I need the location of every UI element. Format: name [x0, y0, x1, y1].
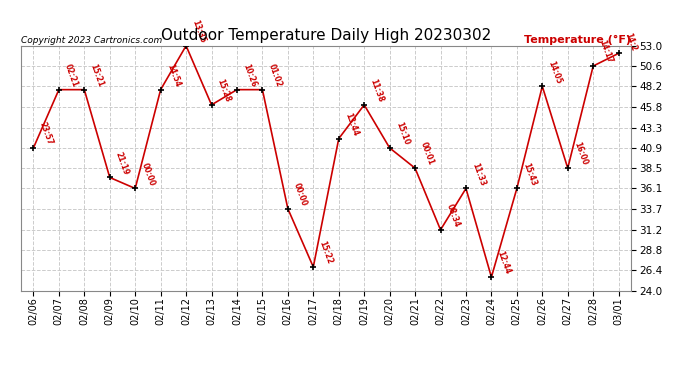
- Text: Temperature (°F): Temperature (°F): [524, 34, 631, 45]
- Text: 10:26: 10:26: [241, 63, 258, 88]
- Title: Outdoor Temperature Daily High 20230302: Outdoor Temperature Daily High 20230302: [161, 28, 491, 43]
- Text: 02:21: 02:21: [63, 63, 80, 88]
- Text: 15:43: 15:43: [521, 161, 538, 187]
- Text: 15:22: 15:22: [317, 240, 334, 266]
- Text: 12:44: 12:44: [495, 250, 512, 276]
- Text: 15:10: 15:10: [394, 121, 411, 147]
- Text: Copyright 2023 Cartronics.com: Copyright 2023 Cartronics.com: [21, 36, 162, 45]
- Text: 00:00: 00:00: [139, 161, 156, 187]
- Text: 15:28: 15:28: [216, 78, 233, 104]
- Text: 13:44: 13:44: [343, 111, 359, 137]
- Text: 11:38: 11:38: [368, 78, 385, 104]
- Text: 15:21: 15:21: [88, 63, 105, 88]
- Text: 21:19: 21:19: [114, 150, 130, 176]
- Text: 08:34: 08:34: [444, 202, 462, 228]
- Text: 00:01: 00:01: [420, 141, 436, 167]
- Text: 00:00: 00:00: [292, 182, 308, 207]
- Text: 14:2: 14:2: [623, 31, 638, 52]
- Text: 23:57: 23:57: [37, 121, 55, 147]
- Text: 13:35: 13:35: [190, 19, 207, 44]
- Text: 11:33: 11:33: [470, 161, 487, 187]
- Text: 01:02: 01:02: [266, 63, 284, 88]
- Text: 14:17: 14:17: [598, 39, 614, 64]
- Text: 16:00: 16:00: [572, 141, 589, 167]
- Text: 14:05: 14:05: [546, 59, 563, 85]
- Text: 14:54: 14:54: [165, 63, 181, 88]
